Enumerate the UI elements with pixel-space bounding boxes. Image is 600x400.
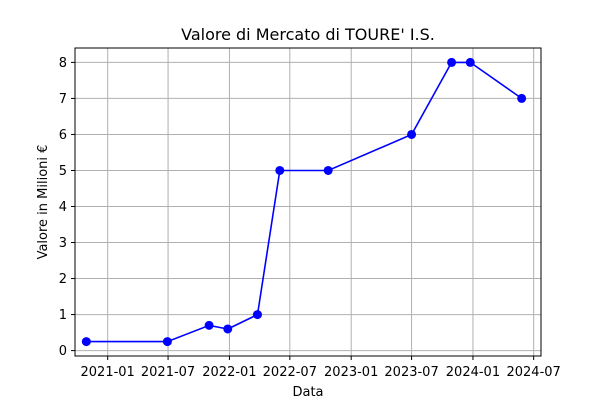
y-tick-label: 1 <box>59 308 67 323</box>
y-tick-label: 5 <box>59 164 67 179</box>
data-point <box>275 165 285 175</box>
x-axis-label: Data <box>292 385 323 400</box>
y-tick-label: 2 <box>59 272 67 287</box>
y-tick-label: 3 <box>59 236 67 251</box>
y-tick-label: 7 <box>59 92 67 107</box>
data-point <box>407 129 417 139</box>
data-point <box>465 57 475 67</box>
data-point <box>517 93 527 103</box>
data-point <box>223 324 233 334</box>
grid <box>75 48 541 356</box>
data-point <box>447 57 457 67</box>
data-point <box>252 310 262 320</box>
chart-title: Valore di Mercato di TOURE' I.S. <box>181 25 435 44</box>
plot-frame <box>74 47 542 357</box>
y-axis-label: Valore in Milioni € <box>36 145 51 260</box>
x-tick-label: 2023-07 <box>384 365 438 380</box>
x-tick-label: 2021-01 <box>81 365 135 380</box>
x-tick-label: 2023-01 <box>324 365 378 380</box>
x-axis: 2021-01 2021-07 2022-01 2022-07 2023-01 2023-… <box>81 356 561 380</box>
data-point <box>81 337 91 347</box>
x-tick-label: 2022-07 <box>263 365 317 380</box>
data-point <box>323 165 333 175</box>
x-tick-label: 2021-07 <box>141 365 195 380</box>
data-point <box>204 320 214 330</box>
data-point <box>162 337 172 347</box>
y-tick-label: 4 <box>59 200 67 215</box>
x-tick-label: 2024-07 <box>506 365 560 380</box>
y-tick-label: 6 <box>59 128 67 143</box>
series-points <box>81 57 527 347</box>
series-line <box>86 61 523 343</box>
x-tick-label: 2024-01 <box>446 365 500 380</box>
x-tick-label: 2022-01 <box>202 365 256 380</box>
y-tick-label: 8 <box>59 56 67 71</box>
y-axis: 0 1 2 3 4 5 6 7 8 <box>59 56 75 359</box>
y-tick-label: 0 <box>59 344 67 359</box>
